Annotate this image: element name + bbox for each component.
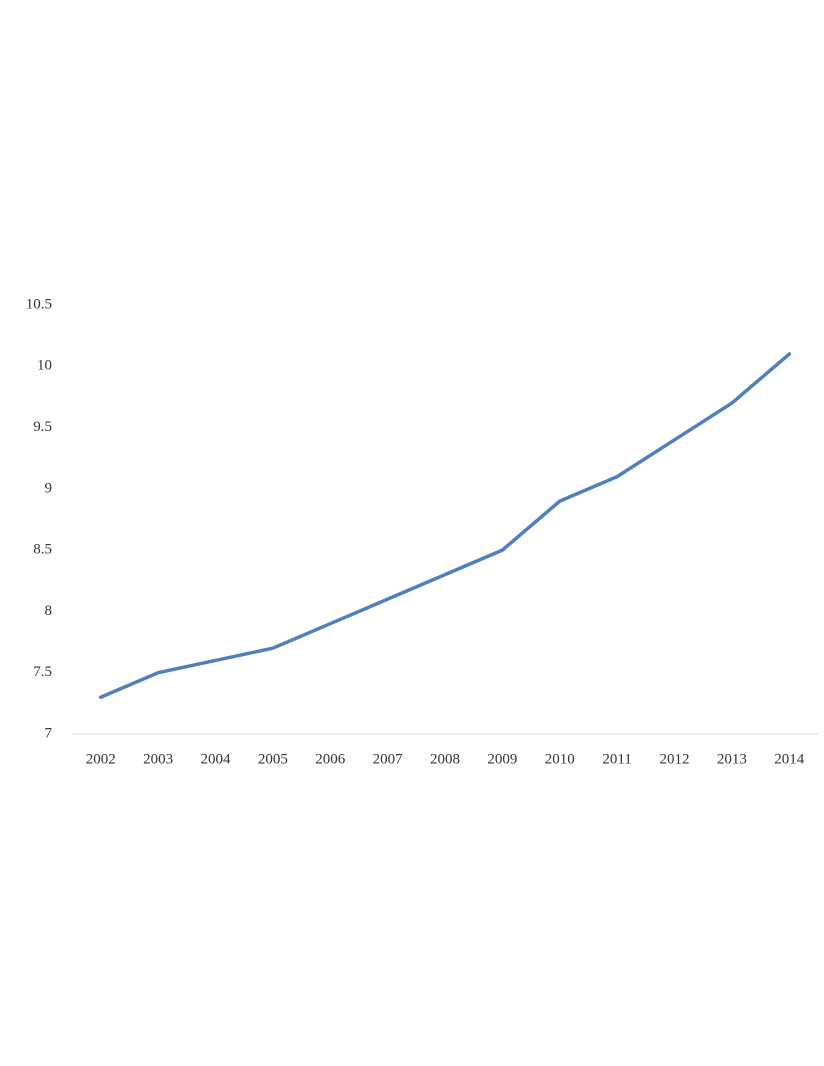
y-tick-label: 8.5 <box>33 542 52 558</box>
x-tick-label: 2013 <box>717 751 747 767</box>
x-tick-label: 2012 <box>660 751 690 767</box>
x-tick-label: 2003 <box>143 751 173 767</box>
y-tick-label: 8 <box>45 603 53 619</box>
x-tick-label: 2006 <box>315 751 346 767</box>
x-tick-label: 2004 <box>200 751 231 767</box>
y-tick-label: 9.5 <box>33 419 52 435</box>
x-tick-label: 2008 <box>430 751 460 767</box>
x-tick-label: 2009 <box>487 751 517 767</box>
x-tick-label: 2005 <box>258 751 288 767</box>
y-tick-label: 10.5 <box>26 296 52 312</box>
y-tick-label: 7.5 <box>33 664 52 680</box>
x-tick-label: 2014 <box>774 751 805 767</box>
x-tick-label: 2010 <box>545 751 575 767</box>
data-line <box>98 352 792 699</box>
y-tick-label: 10 <box>37 358 52 374</box>
x-tick-label: 2002 <box>86 751 116 767</box>
x-tick-label: 2007 <box>373 751 404 767</box>
x-tick-label: 2011 <box>602 751 631 767</box>
y-tick-label: 9 <box>45 480 53 496</box>
y-tick-label: 7 <box>45 725 53 741</box>
